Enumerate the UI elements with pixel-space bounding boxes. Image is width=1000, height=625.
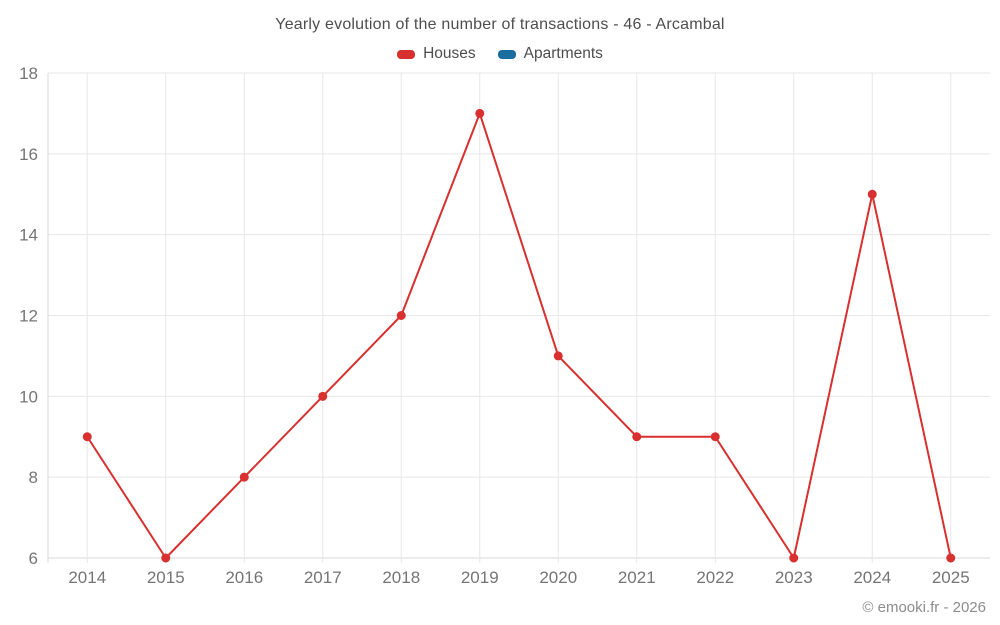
- y-axis-tick-label: 10: [19, 387, 38, 406]
- chart-title: Yearly evolution of the number of transa…: [275, 16, 725, 33]
- data-point: [239, 472, 249, 482]
- data-point: [789, 553, 799, 563]
- x-axis-tick-label: 2015: [147, 568, 185, 587]
- copyright-watermark: © emooki.fr - 2026: [862, 599, 986, 616]
- data-point: [82, 432, 92, 442]
- x-axis-tick-label: 2020: [539, 568, 577, 587]
- data-point: [867, 189, 877, 199]
- x-axis-tick-label: 2023: [775, 568, 813, 587]
- y-axis-tick-label: 18: [19, 64, 38, 83]
- x-axis-tick-label: 2025: [932, 568, 970, 587]
- series-line-houses: [86, 112, 952, 559]
- legend-item-houses[interactable]: Houses: [397, 45, 476, 63]
- data-point: [396, 311, 406, 320]
- x-axis-tick-label: 2019: [461, 568, 499, 587]
- houses-series-swatch-icon: [397, 49, 416, 59]
- x-axis-tick-label: 2018: [382, 568, 420, 587]
- x-axis-tick-label: 2016: [225, 568, 263, 587]
- data-point: [946, 553, 956, 563]
- y-axis-tick-label: 12: [19, 307, 38, 326]
- y-axis-tick-label: 6: [29, 549, 38, 568]
- y-axis-tick-label: 8: [29, 468, 38, 487]
- x-axis-tick-label: 2024: [853, 568, 891, 587]
- data-point: [161, 553, 171, 563]
- x-axis-tick-label: 2021: [618, 568, 656, 587]
- legend: Houses Apartments: [0, 45, 1000, 63]
- data-point: [710, 432, 720, 442]
- data-point: [553, 351, 563, 361]
- legend-label-apartments: Apartments: [523, 45, 603, 62]
- x-axis-tick-label: 2017: [304, 568, 342, 587]
- y-axis-tick-label: 16: [19, 145, 38, 164]
- apartments-series-swatch-icon: [497, 49, 516, 59]
- y-axis-tick-label: 14: [19, 226, 38, 245]
- data-point: [318, 391, 328, 401]
- legend-item-apartments[interactable]: Apartments: [497, 45, 603, 63]
- data-point: [475, 108, 485, 118]
- x-axis-tick-label: 2014: [68, 568, 106, 587]
- legend-label-houses: Houses: [423, 45, 476, 62]
- data-point: [632, 432, 642, 442]
- x-axis-tick-label: 2022: [696, 568, 734, 587]
